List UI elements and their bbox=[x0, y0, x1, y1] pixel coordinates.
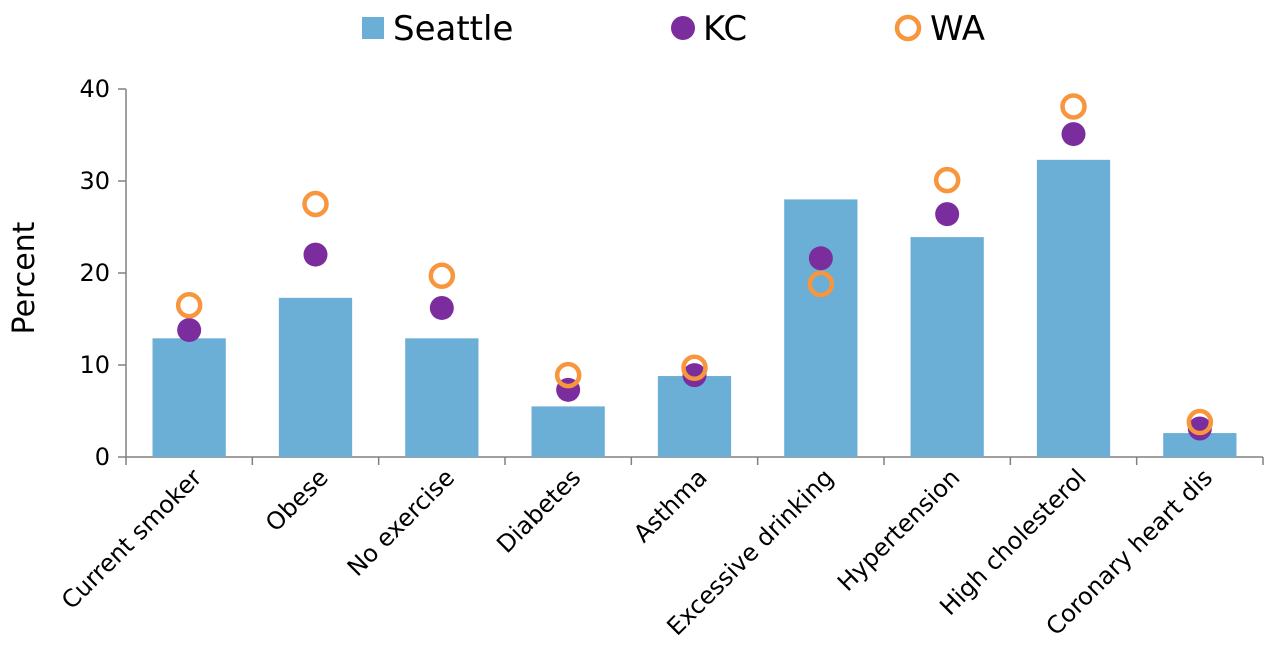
bar-seattle-excessive-drinking bbox=[784, 199, 858, 457]
marker-wa-excessive-drinking bbox=[807, 270, 835, 298]
marker-wa-diabetes bbox=[554, 361, 582, 389]
marker-kc-no-exercise bbox=[429, 295, 454, 320]
y-tick-label: 10 bbox=[79, 351, 110, 379]
bar-seattle-asthma bbox=[657, 376, 732, 457]
legend-swatch-wa bbox=[894, 14, 922, 42]
y-tick-label: 40 bbox=[79, 75, 110, 103]
bar-seattle-coronary-heart-dis bbox=[1163, 433, 1237, 457]
marker-kc-current-smoker bbox=[177, 318, 202, 343]
x-tick-label-obese: Obese bbox=[260, 463, 334, 537]
legend-label-kc: KC bbox=[703, 9, 747, 49]
legend: Seattle KC WA bbox=[362, 9, 985, 49]
bar-seattle-hypertension bbox=[910, 237, 984, 457]
bar-seattle-diabetes bbox=[531, 406, 605, 457]
bar-seattle-high-cholesterol bbox=[1036, 159, 1111, 457]
legend-label-seattle: Seattle bbox=[393, 9, 513, 49]
marker-wa-obese bbox=[302, 190, 329, 218]
marker-wa-current-smoker bbox=[175, 291, 203, 319]
y-tick-label: 30 bbox=[79, 167, 110, 195]
legend-label-wa: WA bbox=[930, 9, 985, 49]
marker-kc-hypertension bbox=[935, 202, 960, 227]
y-tick-label: 20 bbox=[79, 259, 110, 287]
marker-wa-asthma bbox=[681, 354, 708, 382]
category-labels: Current smoker Obese No exercise Diabetes As… bbox=[56, 463, 1218, 641]
bars bbox=[152, 159, 1237, 457]
markers bbox=[175, 93, 1214, 441]
x-tick-label-diabetes: Diabetes bbox=[491, 463, 586, 558]
marker-kc-excessive-drinking bbox=[808, 246, 833, 271]
legend-swatch-seattle bbox=[362, 17, 384, 39]
marker-wa-high-cholesterol bbox=[1060, 93, 1087, 120]
y-tick-label: 0 bbox=[95, 443, 110, 471]
x-tick-label-no-exercise: No exercise bbox=[342, 463, 460, 581]
marker-kc-asthma bbox=[682, 363, 707, 388]
marker-wa-no-exercise bbox=[428, 262, 456, 290]
x-tick-label-asthma: Asthma bbox=[628, 463, 713, 548]
bar-seattle-obese bbox=[278, 297, 353, 457]
bar-seattle-current-smoker bbox=[152, 338, 226, 457]
marker-kc-high-cholesterol bbox=[1061, 122, 1086, 147]
legend-swatch-kc bbox=[671, 16, 695, 40]
marker-wa-coronary-heart-dis bbox=[1186, 408, 1214, 436]
x-tick-label-current-smoker: Current smoker bbox=[56, 463, 207, 614]
marker-kc-obese bbox=[303, 242, 328, 267]
marker-wa-hypertension bbox=[933, 166, 961, 194]
bar-seattle-no-exercise bbox=[405, 338, 479, 457]
y-axis-title: Percent bbox=[7, 221, 42, 334]
marker-kc-coronary-heart-dis bbox=[1187, 416, 1212, 441]
x-tick-label-hypertension: Hypertension bbox=[832, 463, 965, 596]
